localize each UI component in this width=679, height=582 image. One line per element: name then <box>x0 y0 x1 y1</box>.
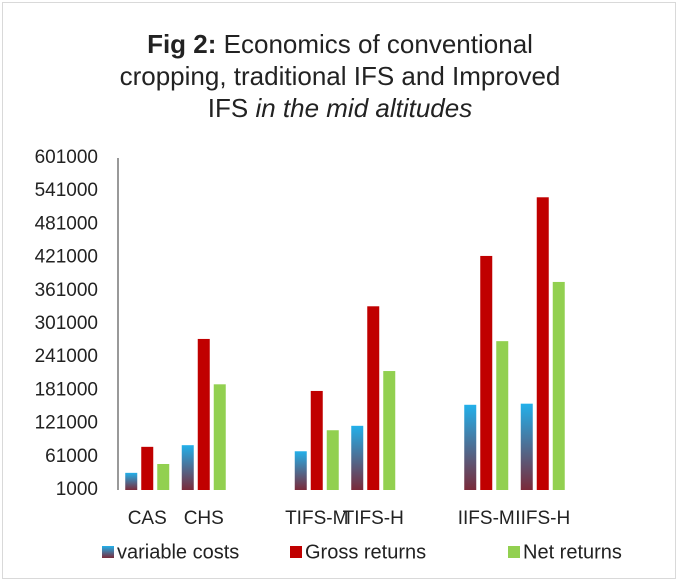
bar <box>125 472 138 490</box>
legend-label: Net returns <box>523 541 622 563</box>
x-tick-label: TIFS-H <box>343 508 404 529</box>
y-tick-label: 481000 <box>35 213 98 234</box>
legend-swatch <box>290 546 302 558</box>
bar <box>213 384 226 490</box>
title-text: Economics of conventional cropping, trad… <box>119 29 561 123</box>
title-emphasis: in the mid altitudes <box>255 93 473 123</box>
bar <box>141 446 154 490</box>
y-tick-label: 541000 <box>35 180 98 201</box>
y-tick-label: 241000 <box>35 346 98 367</box>
x-tick-label: IIFS-M <box>458 508 515 529</box>
x-tick-label: TIFS-M <box>285 508 348 529</box>
bar <box>367 306 380 490</box>
chart-title: Fig 2: Economics of conventional croppin… <box>110 28 570 124</box>
bar <box>351 425 364 490</box>
x-tick-label: CAS <box>128 508 167 529</box>
bar <box>480 255 493 490</box>
legend-label: Gross returns <box>305 541 426 563</box>
y-tick-label: 601000 <box>35 147 98 168</box>
bar <box>383 371 396 490</box>
bar <box>496 341 509 490</box>
bar <box>197 338 210 490</box>
bar <box>310 390 323 490</box>
y-tick-label: 301000 <box>35 313 98 334</box>
bar <box>294 451 307 490</box>
legend-swatch <box>508 546 520 558</box>
bar <box>157 463 170 490</box>
y-tick-label: 181000 <box>35 379 98 400</box>
legend-label: variable costs <box>117 541 239 563</box>
y-tick-label: 361000 <box>35 280 98 301</box>
bar <box>552 281 565 490</box>
bar <box>326 430 339 490</box>
bar <box>464 404 477 490</box>
bar <box>536 197 549 490</box>
x-tick-label: IIFS-H <box>515 508 570 529</box>
bar <box>520 403 533 490</box>
y-tick-label: 61000 <box>45 446 98 467</box>
legend-swatch <box>102 546 114 558</box>
y-tick-label: 1000 <box>56 479 98 500</box>
title-label: Fig 2: <box>147 29 217 59</box>
bar <box>181 445 194 490</box>
y-tick-label: 121000 <box>35 413 98 434</box>
x-tick-label: CHS <box>184 508 224 529</box>
y-tick-label: 421000 <box>35 247 98 268</box>
